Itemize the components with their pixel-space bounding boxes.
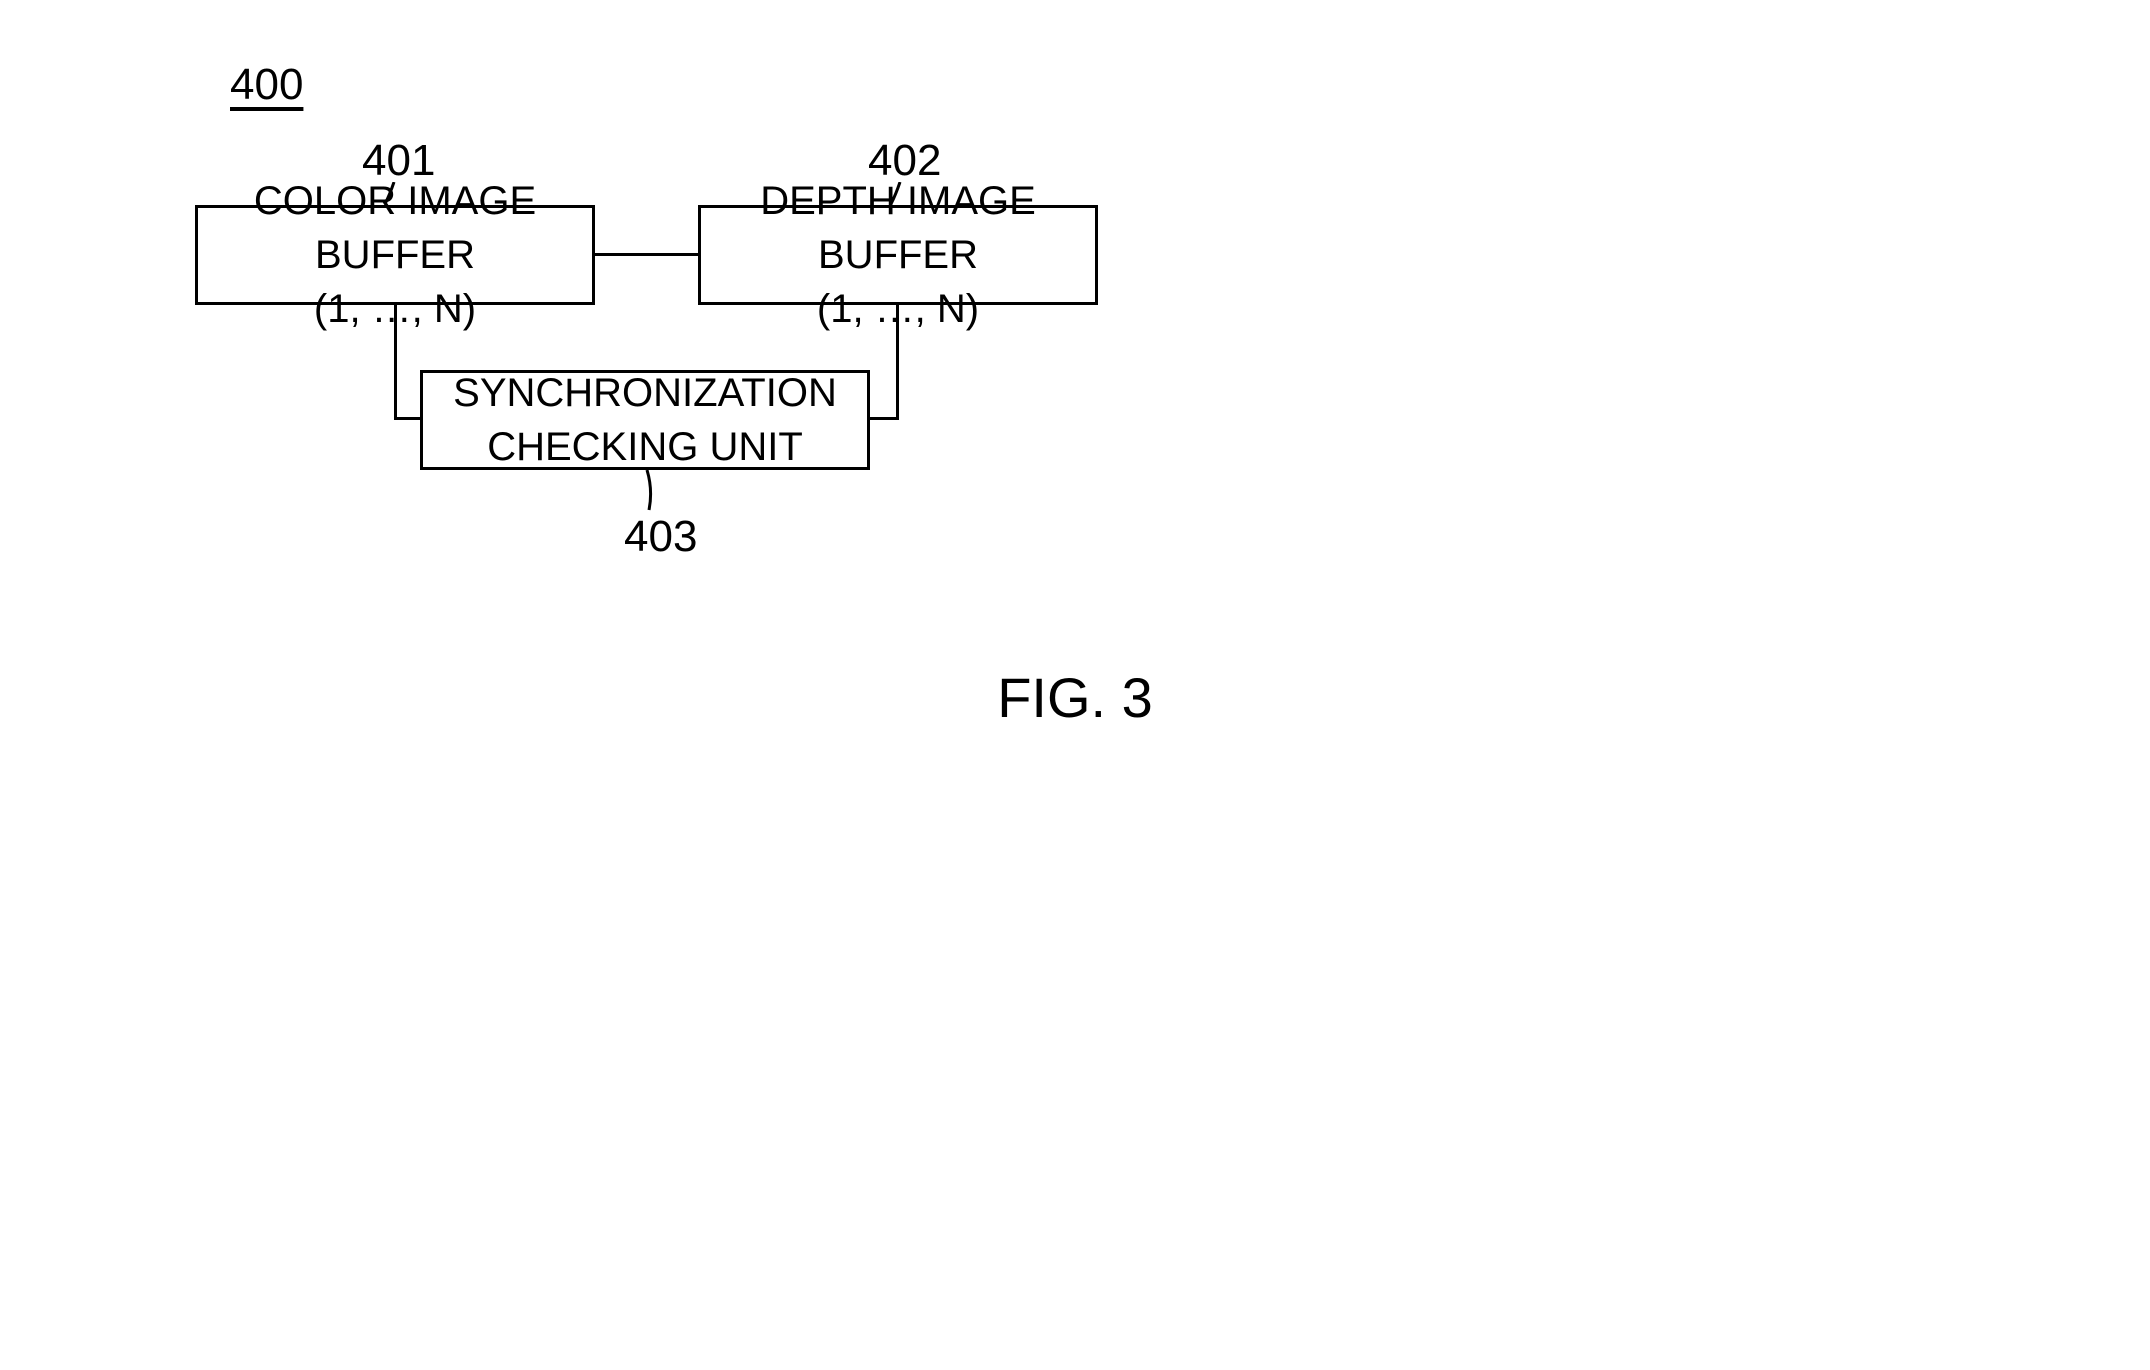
box-color-buffer: COLOR IMAGE BUFFER (1, …, N) <box>195 205 595 305</box>
main-reference-number: 400 <box>230 60 303 110</box>
connector-vertical-right <box>896 305 899 420</box>
ref-label-403: 403 <box>624 512 697 562</box>
depth-buffer-line1: DEPTH IMAGE BUFFER <box>701 174 1095 282</box>
color-buffer-line1: COLOR IMAGE BUFFER <box>198 174 592 282</box>
caption-text: FIG. 3 <box>997 666 1153 729</box>
diagram-container: 400 401 402 COLOR IMAGE BUFFER (1, …, N)… <box>0 0 2150 1370</box>
connector-horizontal-top <box>595 253 698 256</box>
connector-horizontal-left-bottom <box>394 417 422 420</box>
figure-caption: FIG. 3 <box>0 665 2150 730</box>
ref-403-text: 403 <box>624 512 697 561</box>
connector-vertical-left <box>394 305 397 420</box>
main-ref-text: 400 <box>230 60 303 109</box>
box-depth-buffer: DEPTH IMAGE BUFFER (1, …, N) <box>698 205 1098 305</box>
sync-unit-line2: CHECKING UNIT <box>487 420 803 474</box>
curve-403 <box>637 470 667 514</box>
sync-unit-line1: SYNCHRONIZATION <box>453 366 837 420</box>
box-sync-unit: SYNCHRONIZATION CHECKING UNIT <box>420 370 870 470</box>
connector-horizontal-right-bottom <box>868 417 899 420</box>
